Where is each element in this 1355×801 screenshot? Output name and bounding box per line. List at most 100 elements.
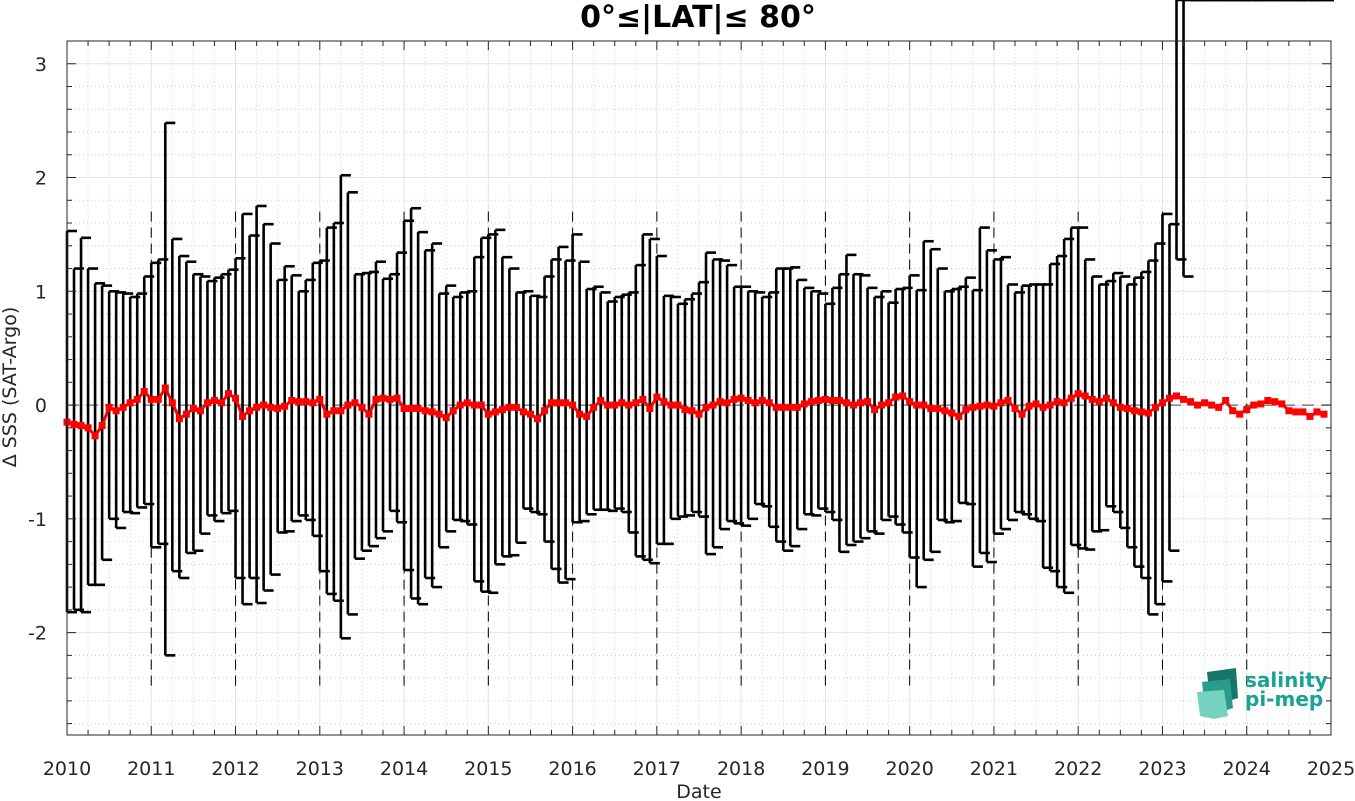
mean-marker — [646, 404, 654, 412]
mean-marker — [407, 404, 415, 412]
x-tick-label: 2024 — [1223, 758, 1271, 780]
mean-marker — [927, 404, 935, 412]
mean-marker — [133, 395, 141, 403]
mean-marker — [1151, 403, 1159, 411]
mean-marker — [765, 399, 773, 407]
logo-text-line2: pi-mep — [1245, 687, 1323, 711]
x-tick-label: 2018 — [717, 758, 765, 780]
mean-marker — [807, 398, 815, 406]
mean-marker — [1285, 407, 1293, 415]
mean-marker — [1313, 408, 1321, 416]
mean-series — [63, 384, 1328, 440]
mean-marker — [920, 401, 928, 409]
mean-marker — [239, 412, 247, 420]
mean-marker — [1271, 398, 1279, 406]
mean-marker — [1236, 410, 1244, 418]
mean-marker — [421, 407, 429, 415]
mean-marker — [1116, 403, 1124, 411]
mean-marker — [253, 403, 261, 411]
mean-marker — [1229, 407, 1237, 415]
mean-marker — [484, 410, 492, 418]
mean-marker — [210, 397, 218, 405]
mean-marker — [288, 397, 296, 405]
mean-marker — [498, 406, 506, 414]
mean-marker — [744, 397, 752, 405]
x-tick-label: 2010 — [43, 758, 91, 780]
mean-marker — [1088, 395, 1096, 403]
mean-marker — [519, 408, 527, 416]
mean-marker — [1025, 402, 1033, 410]
mean-marker — [351, 399, 359, 407]
mean-marker — [196, 407, 204, 415]
x-tick-label: 2016 — [548, 758, 596, 780]
mean-marker — [70, 420, 78, 428]
mean-marker — [98, 422, 106, 430]
mean-marker — [934, 404, 942, 412]
mean-marker — [1109, 399, 1117, 407]
mean-marker — [702, 403, 710, 411]
mean-marker — [302, 398, 310, 406]
mean-marker — [168, 399, 176, 407]
mean-marker — [688, 407, 696, 415]
mean-marker — [576, 410, 584, 418]
mean-marker — [941, 407, 949, 415]
mean-marker — [372, 395, 380, 403]
mean-marker — [260, 401, 268, 409]
mean-marker — [358, 403, 366, 411]
x-tick-label: 2020 — [885, 758, 933, 780]
mean-marker — [667, 401, 675, 409]
mean-marker — [84, 424, 92, 432]
mean-marker — [1222, 397, 1230, 405]
mean-marker — [295, 398, 303, 406]
mean-marker — [1257, 400, 1265, 408]
mean-marker — [639, 395, 647, 403]
mean-marker — [625, 401, 633, 409]
mean-marker — [1137, 408, 1145, 416]
mean-marker — [1095, 398, 1103, 406]
mean-marker — [217, 399, 225, 407]
mean-marker — [1250, 401, 1258, 409]
mean-marker — [1201, 399, 1209, 407]
mean-marker — [814, 397, 822, 405]
mean-marker — [175, 415, 183, 423]
mean-marker — [983, 401, 991, 409]
y-tick-label: 0 — [35, 395, 47, 417]
mean-marker — [955, 412, 963, 420]
mean-marker — [1004, 397, 1012, 405]
mean-marker — [189, 404, 197, 412]
x-tick-label: 2014 — [380, 758, 428, 780]
y-axis-label: Δ SSS (SAT-Argo) — [0, 307, 21, 467]
mean-marker — [112, 407, 120, 415]
mean-marker — [793, 403, 801, 411]
mean-marker — [533, 415, 541, 423]
mean-marker — [828, 397, 836, 405]
mean-marker — [1243, 406, 1251, 414]
mean-marker — [140, 387, 148, 395]
error-bars — [65, 0, 1334, 657]
x-tick-label: 2017 — [633, 758, 681, 780]
mean-marker — [386, 395, 394, 403]
mean-marker — [225, 390, 233, 398]
mean-marker — [835, 397, 843, 405]
mean-marker — [246, 407, 254, 415]
x-tick-label: 2022 — [1054, 758, 1102, 780]
mean-marker — [456, 401, 464, 409]
x-tick-label: 2019 — [801, 758, 849, 780]
mean-marker — [660, 398, 668, 406]
mean-marker — [1074, 390, 1082, 398]
mean-marker — [864, 398, 872, 406]
mean-marker — [723, 399, 731, 407]
mean-marker — [849, 401, 857, 409]
mean-marker — [842, 399, 850, 407]
mean-marker — [878, 401, 886, 409]
mean-marker — [800, 400, 808, 408]
mean-marker — [632, 399, 640, 407]
mean-marker — [1060, 399, 1068, 407]
mean-marker — [1173, 392, 1181, 400]
mean-marker — [913, 401, 921, 409]
y-tick-label: 3 — [35, 54, 47, 76]
mean-marker — [505, 403, 513, 411]
mean-marker — [948, 409, 956, 417]
mean-marker — [779, 403, 787, 411]
mean-marker — [969, 403, 977, 411]
